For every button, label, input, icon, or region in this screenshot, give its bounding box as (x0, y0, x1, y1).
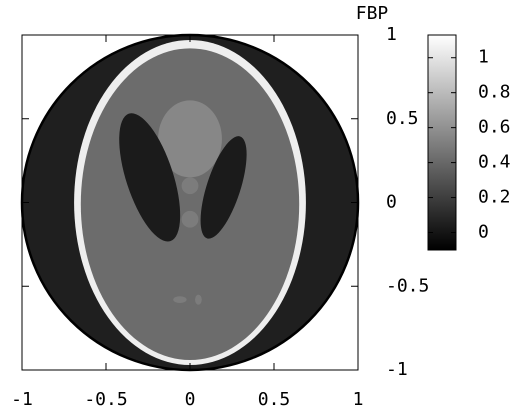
phantom-ellipse (81, 48, 299, 360)
colorbar-tick-label: 0.8 (478, 82, 511, 103)
chart-title: FBP (356, 3, 389, 24)
phantom-ellipse (182, 211, 199, 228)
y-tick-label: -0.5 (386, 275, 429, 296)
phantom-ellipse (195, 295, 202, 305)
colorbar-tick-label: 0 (478, 222, 489, 243)
phantom-ellipse (173, 296, 186, 303)
colorbar (428, 35, 456, 250)
x-tick-label: -0.5 (84, 389, 127, 410)
x-tick-label: 0.5 (258, 389, 291, 410)
y-tick-label: 0.5 (386, 108, 419, 129)
chart: FBP -1 -0.5 0 0.5 1 -1 -0.5 0 0.5 1 0 0.2 0.4 0.6 0.8 1 (0, 0, 519, 417)
page: FBP -1 -0.5 0 0.5 1 -1 -0.5 0 0.5 1 0 0.2 0.4 0.6 0.8 1… (0, 0, 519, 417)
y-tick-label: 0 (386, 192, 397, 213)
y-tick-label: -1 (386, 359, 408, 380)
x-tick-label: 0 (185, 389, 196, 410)
phantom-ellipse (182, 177, 199, 194)
colorbar-tick-label: 0.2 (478, 187, 511, 208)
colorbar-tick-label: 0.6 (478, 117, 511, 138)
colorbar-tick-label: 1 (478, 47, 489, 68)
x-tick-label: -1 (11, 389, 33, 410)
colorbar-tick-label: 0.4 (478, 152, 511, 173)
y-tick-label: 1 (386, 24, 397, 45)
x-tick-label: 1 (353, 389, 364, 410)
